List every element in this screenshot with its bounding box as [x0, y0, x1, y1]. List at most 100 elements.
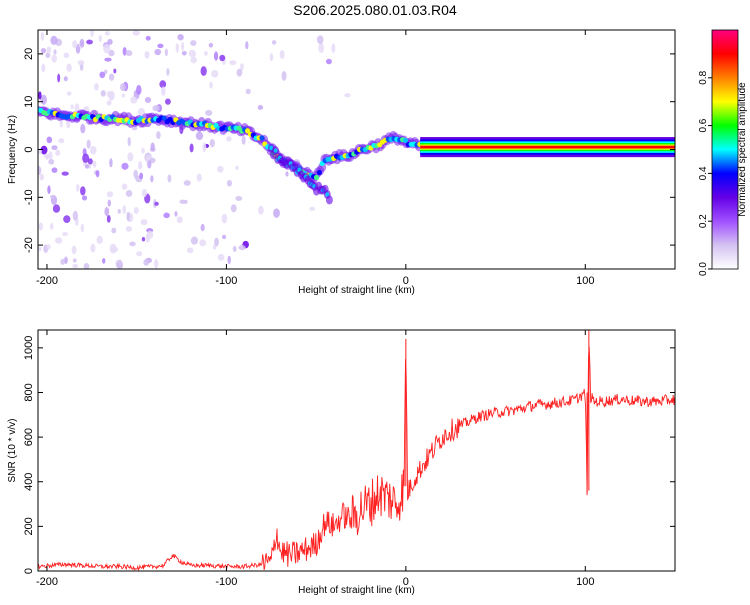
noise-blob	[181, 50, 187, 56]
noise-blob	[167, 174, 172, 183]
noise-blob	[90, 243, 96, 253]
noise-blob	[236, 68, 243, 77]
noise-blob	[63, 76, 68, 82]
noise-blob	[190, 56, 197, 64]
colorbar	[711, 29, 739, 270]
noise-blob	[226, 179, 233, 187]
noise-blob	[38, 91, 42, 100]
noise-blob	[217, 165, 224, 173]
noise-blob	[133, 169, 139, 179]
noise-blob	[125, 190, 133, 197]
top-y-tick-label: -20	[23, 237, 35, 253]
noise-blob	[45, 52, 51, 59]
noise-blob	[214, 237, 219, 247]
noise-blob	[58, 138, 65, 144]
noise-blob	[38, 148, 42, 155]
noise-blob	[45, 154, 49, 160]
noise-blob	[149, 157, 156, 164]
noise-blob	[157, 43, 164, 49]
colorbar-tick-label: 0.8	[698, 70, 709, 84]
noise-blob	[344, 93, 351, 98]
noise-blob	[62, 232, 68, 237]
noise-blob	[119, 83, 126, 92]
noise-blob	[40, 47, 47, 54]
noise-blob	[103, 69, 108, 75]
noise-blob	[130, 96, 138, 104]
ridge-core	[244, 128, 251, 134]
noise-blob	[154, 48, 162, 56]
snr-area	[38, 330, 675, 571]
noise-blob	[208, 42, 214, 48]
noise-blob	[66, 91, 72, 96]
noise-blob	[117, 208, 121, 214]
noise-blob	[318, 43, 325, 53]
noise-blob	[83, 262, 90, 269]
bottom-y-tick-label: 800	[23, 383, 35, 401]
noise-blob	[229, 60, 237, 66]
noise-blob	[213, 51, 219, 61]
noise-blob	[102, 257, 106, 264]
noise-blob	[122, 47, 127, 56]
noise-blob	[219, 54, 226, 62]
noise-blob	[51, 54, 58, 63]
noise-blob	[179, 199, 186, 204]
noise-blob	[141, 147, 145, 154]
bottom-y-tick-label: 1000	[23, 336, 35, 360]
noise-blob	[165, 98, 171, 105]
noise-blob	[40, 31, 45, 42]
steady-band-layer	[420, 145, 675, 149]
noise-blob	[49, 222, 54, 230]
noise-blob	[74, 103, 80, 113]
noise-blob	[99, 71, 106, 79]
noise-blob	[63, 215, 71, 223]
noise-blob	[103, 44, 111, 54]
noise-blob	[55, 237, 63, 244]
noise-blob	[111, 227, 117, 234]
noise-blob	[240, 63, 244, 71]
noise-blob	[203, 51, 208, 56]
noise-blob	[139, 172, 144, 180]
bottom-x-tick-label: 0	[403, 576, 409, 588]
branch-core	[273, 148, 278, 153]
noise-blob	[183, 180, 191, 186]
noise-blob	[127, 136, 131, 147]
noise-blob	[205, 109, 213, 116]
noise-blob	[38, 246, 42, 252]
noise-blob	[108, 73, 115, 81]
noise-blob	[72, 210, 78, 221]
noise-blob	[189, 143, 194, 153]
noise-blob	[245, 41, 249, 50]
noise-blob	[145, 35, 151, 41]
noise-blob	[196, 173, 202, 182]
noise-blob	[281, 70, 287, 81]
noise-blob	[200, 66, 207, 76]
noise-blob	[175, 43, 179, 53]
noise-blob	[108, 49, 115, 57]
noise-blob	[38, 165, 42, 176]
noise-blob	[72, 263, 79, 269]
noise-blob	[46, 244, 51, 250]
noise-blob	[87, 158, 93, 165]
noise-blob	[125, 50, 133, 57]
ridge-core	[313, 174, 320, 181]
bottom-x-tick-label: 100	[576, 576, 594, 588]
noise-blob	[152, 105, 160, 112]
noise-blob	[257, 105, 264, 110]
noise-blob	[121, 93, 126, 98]
bottom-y-tick-label: 200	[23, 517, 35, 535]
noise-blob	[199, 239, 207, 247]
noise-blob	[136, 84, 142, 95]
noise-blob	[121, 183, 128, 190]
noise-blob	[150, 142, 155, 152]
noise-blob	[136, 251, 143, 257]
noise-blob	[107, 38, 113, 45]
colorbar-tick-label: 0.6	[698, 118, 709, 132]
noise-blob	[57, 73, 61, 83]
noise-blob	[258, 205, 264, 215]
noise-blob	[100, 90, 106, 97]
noise-blob	[48, 151, 53, 160]
noise-blob	[127, 152, 134, 162]
top-x-axis-label: Height of straight line (km)	[298, 285, 415, 296]
noise-blob	[80, 123, 86, 134]
noise-blob	[77, 60, 85, 66]
